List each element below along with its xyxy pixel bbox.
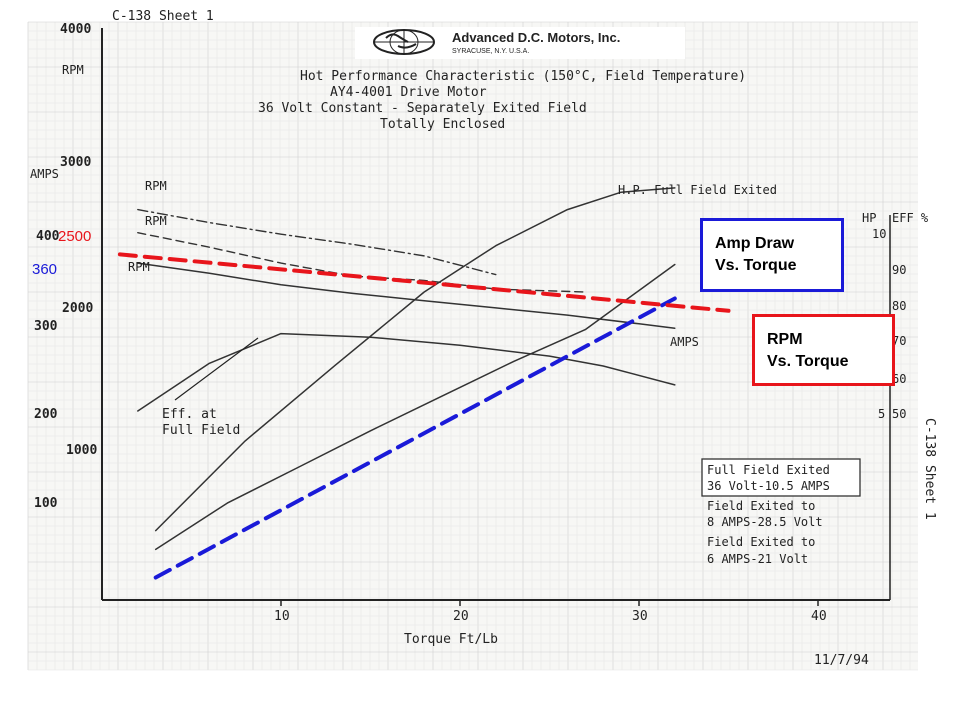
company-location: SYRACUSE, N.Y. U.S.A.: [452, 48, 529, 55]
eff-label-line1: Eff. at: [162, 407, 217, 422]
x-axis-label: Torque Ft/Lb: [404, 632, 498, 647]
rpm-annotation-box: RPM Vs. Torque: [752, 314, 895, 386]
chart-title-line2: AY4-4001 Drive Motor: [330, 85, 487, 100]
amps-tick-300: 300: [34, 319, 58, 334]
legend-line6: 6 AMPS-21 Volt: [707, 552, 808, 566]
amps-unit-label: AMPS: [30, 167, 59, 181]
legend-line1: Full Field Exited: [707, 463, 830, 477]
field-legend: Full Field Exited 36 Volt-10.5 AMPS Fiel…: [701, 458, 861, 566]
x-tick-label: 30: [632, 609, 648, 624]
rpm-tick-3000: 3000: [60, 155, 91, 170]
eff-tick-50: 50: [892, 407, 906, 421]
chart-date: 11/7/94: [814, 653, 869, 668]
hp-tick-5: 5: [878, 407, 885, 421]
sheet-label: C-138 Sheet 1: [112, 9, 214, 24]
rpm-tick-1000: 1000: [66, 443, 97, 458]
x-axis-ticks: 10 20 30 40: [274, 600, 827, 624]
company-logo: Advanced D.C. Motors, Inc. SYRACUSE, N.Y…: [355, 27, 685, 59]
chart-title-line1: Hot Performance Characteristic (150°C, F…: [300, 69, 746, 84]
series-line-5: [154, 263, 676, 551]
series-line-7: [117, 252, 731, 313]
amp-box-line1: Amp Draw: [715, 235, 795, 252]
x-tick-label: 20: [453, 609, 469, 624]
rpm-tick-2000: 2000: [62, 301, 93, 316]
amps-tick-200: 200: [34, 407, 58, 422]
eff-tick-70: 70: [892, 334, 906, 348]
legend-line2: 36 Volt-10.5 AMPS: [707, 479, 830, 493]
overlay-blue-value: 360: [32, 261, 57, 278]
amps-tick-100: 100: [34, 496, 58, 511]
series-line-1: [137, 231, 586, 293]
series-line-4: [137, 332, 676, 412]
chart-title-line3: 36 Volt Constant - Separately Exited Fie…: [258, 101, 587, 116]
eff-label-line2: Full Field: [162, 423, 240, 438]
eff-tick-60: 60: [892, 372, 906, 386]
hp-tick-10: 10: [872, 227, 886, 241]
legend-line3: Field Exited to: [707, 499, 815, 513]
series-line-6: [153, 296, 677, 580]
rpm-label-2: RPM: [145, 214, 167, 228]
series-line-3: [154, 187, 676, 532]
amps-curve-label: AMPS: [670, 335, 699, 349]
eff-tick-90: 90: [892, 263, 906, 277]
chart-title-line4: Totally Enclosed: [380, 117, 505, 132]
legend-line4: 8 AMPS-28.5 Volt: [707, 515, 823, 529]
series-line-0: [137, 208, 497, 276]
side-sheet-label: C-138 Sheet 1: [922, 418, 937, 520]
amp-box-line2: Vs. Torque: [715, 257, 797, 274]
overlay-red-value: 2500: [58, 228, 91, 245]
rpm-box-line2: Vs. Torque: [767, 353, 849, 370]
amp-draw-annotation-box: Amp Draw Vs. Torque: [700, 218, 844, 292]
x-tick-label: 40: [811, 609, 827, 624]
eff-unit-label: EFF %: [892, 211, 929, 225]
hp-unit-label: HP: [862, 211, 876, 225]
legend-line5: Field Exited to: [707, 535, 815, 549]
rpm-unit-label: RPM: [62, 63, 84, 77]
rpm-label-1: RPM: [145, 179, 167, 193]
amps-tick-400: 400: [36, 229, 60, 244]
rpm-tick-4000: 4000: [60, 22, 91, 37]
series-line-2: [137, 262, 676, 329]
eff-tick-80: 80: [892, 299, 906, 313]
series-layer: [117, 187, 731, 580]
x-tick-label: 10: [274, 609, 290, 624]
hp-curve-label: H.P. Full Field Exited: [618, 183, 777, 197]
rpm-label-3: RPM: [128, 260, 150, 274]
eff-label-arrow: [174, 337, 259, 401]
rpm-box-line1: RPM: [767, 331, 803, 348]
company-name: Advanced D.C. Motors, Inc.: [452, 30, 620, 45]
